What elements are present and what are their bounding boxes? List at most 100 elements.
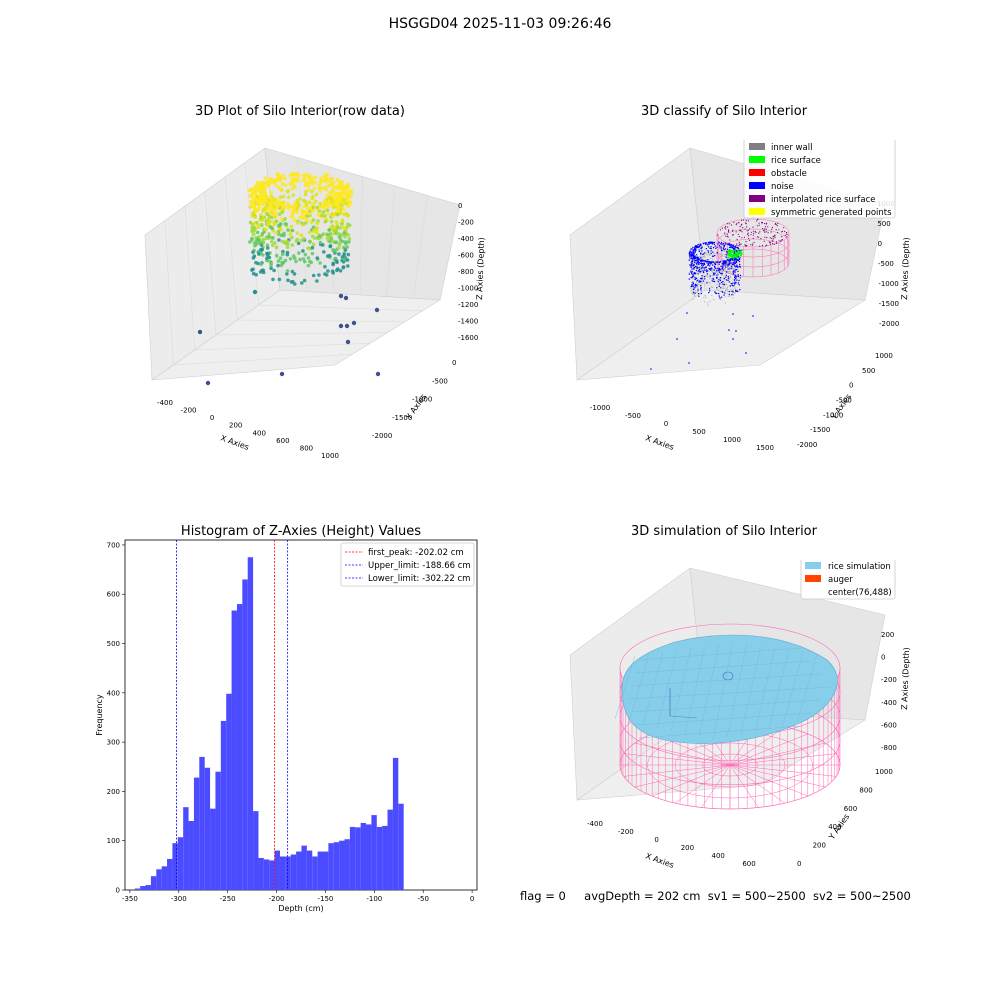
noise-point [706,282,708,284]
original-point [720,299,722,301]
original-point [721,271,723,273]
histogram-ytick-label: 600 [107,591,120,599]
raw-point [306,211,311,216]
original-point [716,280,718,282]
raw-point [298,197,302,201]
noise-point [717,243,719,245]
simulation-legend-frame [800,560,896,600]
interpolated-point [725,225,727,227]
interpolated-point [747,233,749,235]
interpolated-point [724,232,726,234]
noise-point [697,273,699,275]
noise-point [699,280,701,282]
raw-point [347,240,351,244]
raw-point [296,241,301,246]
original-point [696,265,699,267]
histogram-bar [258,857,264,890]
raw-point [333,256,338,261]
original-point [719,255,721,257]
noise-point [700,285,702,287]
original-point [727,295,729,297]
raw-point [343,235,347,239]
raw-point [318,233,322,238]
raw-point [273,241,277,245]
raw-point [262,185,267,190]
noise-point [718,263,720,265]
histogram-bar [188,820,194,890]
interpolated-point [755,231,757,234]
noise-point [711,280,713,282]
raw-point [346,264,350,268]
raw-point [340,180,344,184]
original-point [725,290,727,292]
noise-point [715,267,717,270]
interpolated-point [760,238,762,240]
raw-point [290,186,294,191]
raw-point [325,236,330,240]
noise-point [733,265,736,267]
simulation-xlabel: X Axies [644,851,675,870]
classify-y-tick-label: -1000 [823,411,843,419]
noise-point [697,289,699,291]
simulation-z-tick-label: -800 [881,744,897,752]
interpolated-point [778,229,780,231]
noise-point [738,260,741,263]
raw-z-tick-label: -800 [458,268,474,276]
interpolated-point [735,231,737,233]
noise-point [694,283,697,285]
raw-point [334,220,339,224]
noise-point [719,283,721,285]
raw-point [330,194,335,199]
noise-point [732,282,734,284]
interpolated-point [764,236,766,238]
noise-point [727,259,730,261]
noise-point [710,263,712,265]
histogram-bar [236,604,243,890]
noise-point [715,261,717,263]
raw-point [265,243,270,247]
raw-point [251,271,256,276]
noise-point [695,246,698,249]
noise-point [717,261,719,263]
noise-point [737,282,740,284]
raw-point [331,271,335,275]
original-point [700,268,702,271]
original-point [692,290,694,292]
histogram-bar [199,756,205,890]
histogram-bar [226,693,232,890]
original-point [731,268,733,270]
noise-point [739,289,741,291]
interpolated-point [766,236,768,239]
original-point [699,284,701,286]
noise-point [702,270,704,272]
interpolated-point [765,231,767,233]
interpolated-point [776,224,778,226]
original-point [692,293,694,295]
noise-point [722,260,724,262]
noise-point [691,257,694,260]
interpolated-point [784,234,786,236]
noise-point [698,281,700,283]
original-point [730,271,732,273]
original-point [716,262,718,265]
raw-point [299,238,304,243]
interpolated-point [744,222,747,224]
original-point [723,267,726,269]
noise-point [712,280,714,282]
raw-point [278,195,283,199]
original-point [694,295,696,297]
rice-mesh-line [614,655,636,720]
noise-point [722,262,725,265]
interpolated-point [744,228,746,230]
original-point [729,276,731,278]
histogram-legend-frame [340,542,475,587]
noise-point [701,275,703,277]
raw-point [266,253,270,258]
original-point [723,286,725,288]
simulation-z-tick-label: -200 [881,676,897,684]
interpolated-point [778,240,780,242]
raw-point [250,238,254,242]
noise-point [714,291,716,293]
histogram-ytick-label: 400 [107,689,120,697]
raw-point [325,173,330,177]
